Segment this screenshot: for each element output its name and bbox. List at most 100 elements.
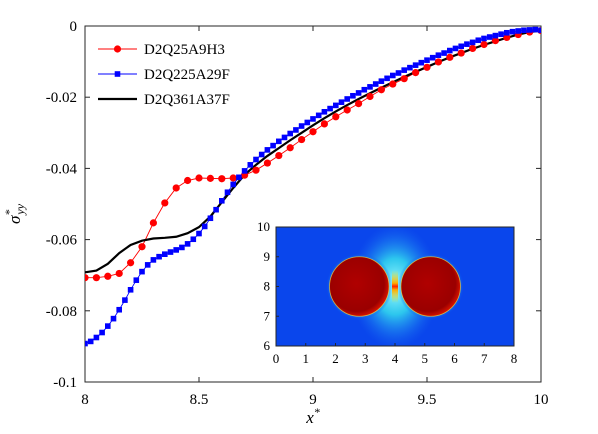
data-point-D2Q25A9H3 xyxy=(377,86,385,94)
data-point-D2Q225A29F xyxy=(258,151,265,158)
data-point-D2Q225A29F xyxy=(526,27,533,33)
data-point-D2Q25A9H3 xyxy=(161,199,169,207)
data-point-D2Q225A29F xyxy=(184,241,191,247)
data-point-D2Q225A29F xyxy=(407,64,413,71)
inset-x-tick-label: 6 xyxy=(451,351,458,366)
x-axis-label: x* xyxy=(305,405,320,427)
data-point-D2Q225A29F xyxy=(378,78,385,84)
y-axis-label: σ*yy xyxy=(2,203,27,224)
data-point-D2Q225A29F xyxy=(99,329,105,336)
data-point-D2Q225A29F xyxy=(156,253,162,260)
data-point-D2Q225A29F xyxy=(122,297,128,303)
y-tick-label: -0.1 xyxy=(53,375,77,391)
data-point-D2Q225A29F xyxy=(304,119,311,126)
data-point-D2Q225A29F xyxy=(355,90,362,96)
data-point-D2Q225A29F xyxy=(361,86,368,93)
data-point-D2Q225A29F xyxy=(167,249,174,255)
data-point-D2Q25A9H3 xyxy=(400,75,408,83)
legend: D2Q25A9H3 D2Q225A29F D2Q361A37F xyxy=(98,42,230,108)
data-point-D2Q225A29F xyxy=(133,277,140,283)
data-point-D2Q25A9H3 xyxy=(218,175,226,183)
data-point-D2Q225A29F xyxy=(196,230,202,237)
data-point-D2Q225A29F xyxy=(270,142,276,149)
data-point-D2Q25A9H3 xyxy=(195,174,203,182)
inset-y-tick-label: 10 xyxy=(257,219,270,234)
data-point-D2Q225A29F xyxy=(236,174,242,181)
data-point-D2Q225A29F xyxy=(110,315,117,322)
data-point-D2Q225A29F xyxy=(230,181,236,188)
data-point-D2Q225A29F xyxy=(475,37,482,44)
x-tick-label: 8 xyxy=(81,392,89,408)
data-point-D2Q225A29F xyxy=(401,67,407,73)
legend-marker xyxy=(114,71,121,77)
data-point-D2Q225A29F xyxy=(310,116,316,122)
data-point-D2Q25A9H3 xyxy=(389,80,397,88)
data-point-D2Q225A29F xyxy=(213,206,219,213)
data-point-D2Q225A29F xyxy=(173,247,179,253)
data-point-D2Q25A9H3 xyxy=(229,174,237,182)
data-point-D2Q225A29F xyxy=(441,50,447,56)
data-point-D2Q225A29F xyxy=(338,99,345,105)
data-point-D2Q225A29F xyxy=(127,286,134,293)
data-point-D2Q25A9H3 xyxy=(457,49,465,57)
inset-axis-ticks: 0 1 2 3 4 5 6 7 8 10 9 8 7 6 xyxy=(257,219,517,366)
data-point-D2Q225A29F xyxy=(390,72,396,79)
data-point-D2Q225A29F xyxy=(350,92,356,99)
data-point-D2Q225A29F xyxy=(481,35,487,42)
x-tick-label: 8.5 xyxy=(190,392,209,408)
data-point-D2Q225A29F xyxy=(458,43,464,50)
data-point-D2Q225A29F xyxy=(412,62,419,68)
legend-label: D2Q361A37F xyxy=(144,92,230,108)
data-point-D2Q225A29F xyxy=(418,59,425,66)
data-point-D2Q25A9H3 xyxy=(412,69,420,77)
data-point-D2Q225A29F xyxy=(298,123,305,129)
data-point-D2Q225A29F xyxy=(276,138,282,145)
data-point-D2Q225A29F xyxy=(201,223,208,230)
data-point-D2Q225A29F xyxy=(85,340,88,347)
data-point-D2Q225A29F xyxy=(93,334,100,341)
data-point-D2Q25A9H3 xyxy=(366,92,374,101)
svg-text:σ*yy: σ*yy xyxy=(2,203,27,224)
data-point-D2Q225A29F xyxy=(452,45,459,52)
data-point-D2Q225A29F xyxy=(247,162,254,168)
data-point-D2Q25A9H3 xyxy=(85,274,89,282)
data-point-D2Q225A29F xyxy=(424,57,430,63)
data-point-D2Q25A9H3 xyxy=(469,44,477,53)
data-point-D2Q225A29F xyxy=(105,323,111,329)
data-point-D2Q225A29F xyxy=(538,27,541,34)
data-point-D2Q225A29F xyxy=(395,70,402,76)
inset-x-tick-label: 1 xyxy=(303,351,310,366)
x-tick-label: 9 xyxy=(309,392,317,408)
data-point-D2Q25A9H3 xyxy=(309,128,317,136)
data-point-D2Q225A29F xyxy=(492,32,499,39)
data-point-D2Q25A9H3 xyxy=(286,144,294,152)
data-point-D2Q25A9H3 xyxy=(127,259,135,267)
x-tick-label: 9.5 xyxy=(418,392,437,408)
data-point-D2Q225A29F xyxy=(321,108,328,115)
data-point-D2Q225A29F xyxy=(469,39,476,46)
data-point-D2Q225A29F xyxy=(509,28,516,35)
data-point-D2Q225A29F xyxy=(87,338,94,345)
data-point-D2Q25A9H3 xyxy=(172,184,180,192)
data-point-D2Q225A29F xyxy=(367,84,373,90)
y-tick-label: 0 xyxy=(70,19,78,35)
inset-x-tick-label: 3 xyxy=(362,351,369,366)
data-point-D2Q225A29F xyxy=(384,75,390,82)
inset-y-tick-label: 7 xyxy=(264,308,271,323)
data-point-D2Q225A29F xyxy=(207,215,214,222)
data-point-D2Q225A29F xyxy=(333,102,339,109)
data-point-D2Q25A9H3 xyxy=(149,219,157,227)
legend-marker xyxy=(113,45,122,53)
data-point-D2Q225A29F xyxy=(344,96,350,102)
data-point-D2Q225A29F xyxy=(287,130,293,137)
inset-x-tick-label: 5 xyxy=(422,351,429,366)
data-point-D2Q225A29F xyxy=(116,306,122,313)
y-tick-label: -0.06 xyxy=(46,233,78,249)
data-point-D2Q225A29F xyxy=(241,168,248,174)
inset-x-tick-label: 8 xyxy=(511,351,518,366)
inset-x-tick-label: 7 xyxy=(481,351,488,366)
data-point-D2Q225A29F xyxy=(315,112,322,119)
inset-heatmap: 0 1 2 3 4 5 6 7 8 10 9 8 7 6 xyxy=(257,219,517,366)
data-point-D2Q25A9H3 xyxy=(332,113,340,121)
data-point-D2Q225A29F xyxy=(179,244,185,251)
